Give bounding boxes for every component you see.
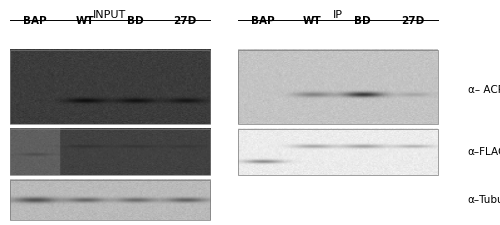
Bar (10, 50, 210, 124)
Text: α–Tubulin: α–Tubulin (468, 195, 500, 205)
Text: INPUT: INPUT (94, 10, 126, 20)
Text: BAP: BAP (250, 16, 274, 26)
Text: WT: WT (76, 16, 94, 26)
Text: α–FLAG: α–FLAG (468, 147, 500, 157)
Text: IP: IP (332, 10, 342, 20)
Text: BAP: BAP (23, 16, 47, 26)
Text: BD: BD (354, 16, 371, 26)
Text: BD: BD (126, 16, 144, 26)
Bar (10, 129, 210, 176)
Bar (10, 180, 210, 220)
Text: 27D: 27D (401, 16, 424, 26)
Text: 27D: 27D (174, 16, 197, 26)
Bar (238, 50, 438, 124)
Text: α– ACP2: α– ACP2 (468, 86, 500, 95)
Bar (238, 129, 438, 176)
Text: WT: WT (303, 16, 322, 26)
